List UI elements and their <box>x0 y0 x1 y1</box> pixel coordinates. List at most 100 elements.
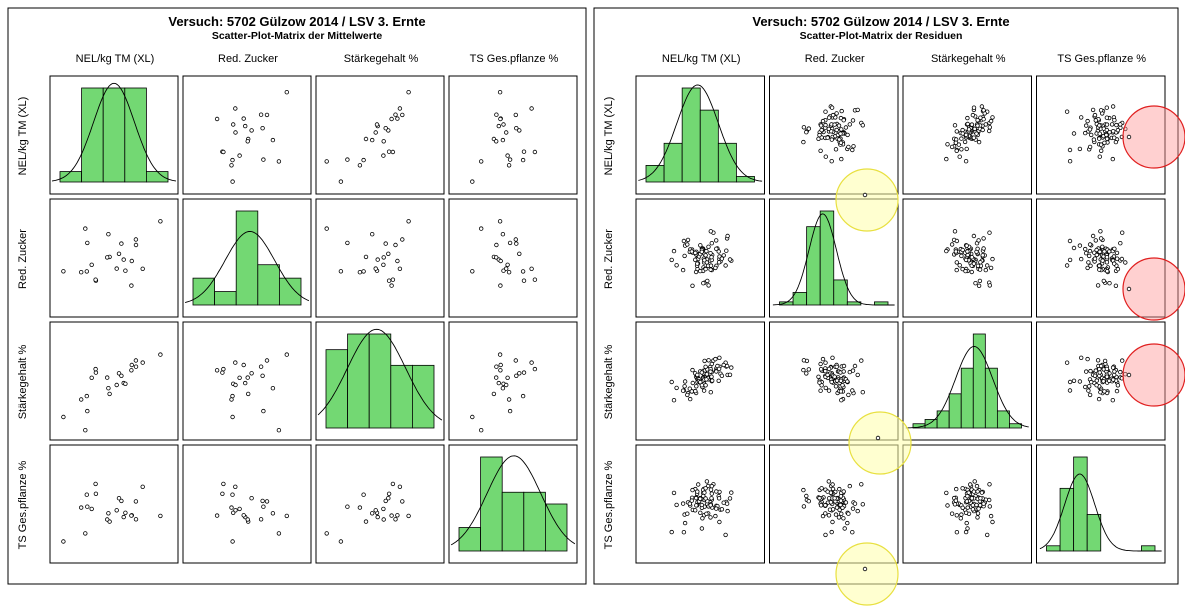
scatter-point <box>245 391 251 397</box>
scatter-point <box>829 379 834 385</box>
scatter-point <box>400 499 405 504</box>
scatter-point <box>233 382 238 388</box>
scatter-point <box>972 479 977 484</box>
scatter-point <box>859 482 864 487</box>
scatter-point <box>1110 104 1116 109</box>
scatter-point <box>270 137 276 143</box>
scatter-point <box>852 363 858 369</box>
scatter-point <box>978 496 983 501</box>
scatter-point <box>233 360 238 365</box>
scatter-point <box>229 163 234 168</box>
scatter-point <box>680 388 686 393</box>
scatter-point <box>104 255 110 260</box>
cell-frame <box>769 444 899 564</box>
scatter-point <box>825 372 830 378</box>
scatter-point <box>969 255 975 260</box>
scatter-point <box>703 253 708 258</box>
scatter-point <box>261 504 266 509</box>
scatter-point <box>324 531 329 536</box>
scatter-point <box>260 125 265 131</box>
scatter-point <box>470 269 475 274</box>
scatter-point <box>276 531 282 536</box>
scatter-point <box>690 283 695 288</box>
scatter-point <box>703 364 708 369</box>
scatter-point <box>397 484 403 489</box>
scatter-point <box>1088 368 1093 374</box>
cell-frame <box>182 198 312 318</box>
scatter-point <box>397 266 403 271</box>
scatter-point <box>241 116 246 121</box>
scatter-point <box>1064 263 1070 268</box>
scatter-point <box>1114 122 1119 128</box>
scatter-point <box>979 104 985 109</box>
scatter-point <box>1071 378 1077 383</box>
column-label: NEL/kg TM (XL) <box>76 53 155 65</box>
scatter-point <box>1123 260 1128 265</box>
scatter-point <box>682 520 688 526</box>
scatter-point <box>965 115 970 121</box>
histogram-bar <box>699 109 719 183</box>
scatter-point <box>1119 230 1125 235</box>
scatter-point <box>957 263 962 268</box>
scatter-point <box>241 513 246 518</box>
outlier-highlight-red <box>1122 105 1185 169</box>
matrix-cell <box>49 198 179 318</box>
histogram-bar <box>924 419 938 429</box>
scatter-point <box>965 252 970 258</box>
scatter-point <box>801 139 806 145</box>
histogram-bar <box>1046 545 1061 552</box>
scatter-point <box>1110 156 1115 162</box>
scatter-point <box>1111 135 1117 140</box>
scatter-point <box>716 260 722 265</box>
scatter-point <box>832 496 837 501</box>
scatter-point <box>959 512 964 517</box>
scatter-point <box>106 386 111 391</box>
scatter-point <box>698 243 703 248</box>
scatter-point <box>497 219 503 224</box>
scatter-point <box>220 370 225 375</box>
scatter-point <box>845 132 850 138</box>
outlier-highlight-red <box>1122 343 1185 407</box>
scatter-point <box>825 135 830 140</box>
scatter-point <box>704 479 710 484</box>
column-label: TS Ges.pflanze % <box>470 53 559 65</box>
scatter-point <box>1085 265 1090 271</box>
matrix-cell <box>635 444 765 564</box>
scatter-point <box>390 149 396 155</box>
scatter-point <box>61 269 66 274</box>
scatter-point <box>506 163 512 168</box>
scatter-point <box>721 253 726 258</box>
scatter-matrix-panel-1: Versuch: 5702 Gülzow 2014 / LSV 3. Ernte… <box>7 7 587 585</box>
scatter-point <box>1118 122 1123 127</box>
scatter-point <box>233 106 238 111</box>
cell-frame <box>902 444 1032 564</box>
scatter-point <box>1087 248 1093 254</box>
cell-frame <box>182 321 312 441</box>
scatter-point <box>843 125 849 130</box>
matrix-cell <box>182 198 312 318</box>
scatter-point <box>133 237 139 242</box>
scatter-point <box>945 142 950 147</box>
scatter-point <box>981 108 986 113</box>
scatter-point <box>723 532 728 538</box>
scatter-point <box>963 257 969 263</box>
scatter-point <box>833 147 839 152</box>
scatter-point <box>1104 115 1110 120</box>
scatter-point <box>1087 392 1093 398</box>
scatter-point <box>237 153 242 158</box>
scatter-point <box>158 219 163 224</box>
scatter-point <box>966 127 972 132</box>
scatter-point <box>106 231 111 237</box>
scatter-point <box>397 106 403 111</box>
scatter-point <box>708 487 714 492</box>
scatter-point <box>363 136 369 142</box>
scatter-point <box>987 482 992 487</box>
histogram-bar <box>545 503 568 552</box>
scatter-point <box>834 505 840 510</box>
scatter-point <box>264 358 270 363</box>
scatter-point <box>954 530 960 535</box>
scatter-point <box>270 511 276 516</box>
scatter-point <box>985 263 990 268</box>
scatter-point <box>345 504 350 509</box>
scatter-point <box>1093 368 1098 373</box>
